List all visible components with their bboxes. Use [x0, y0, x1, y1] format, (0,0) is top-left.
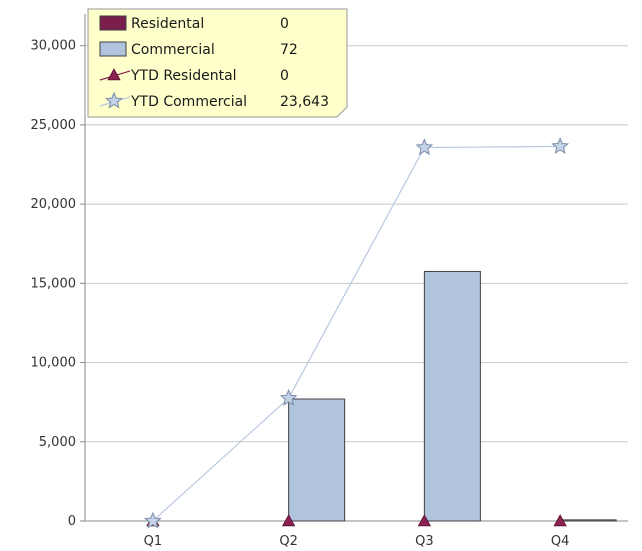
- legend-box: [87, 8, 348, 118]
- y-tick-label: 15,000: [31, 276, 77, 291]
- bars: [288, 270, 617, 522]
- x-tick-label: Q3: [415, 534, 434, 549]
- y-tick-label: 0: [68, 514, 76, 529]
- legend-label: YTD Residental: [130, 68, 237, 84]
- y-tick-label: 5,000: [39, 435, 76, 450]
- legend-value: 0: [280, 68, 289, 84]
- line-ytd-commercial: [152, 145, 561, 522]
- marker-ytd-commercial: [144, 511, 162, 529]
- series-markers: [144, 137, 569, 529]
- legend-swatch: [99, 41, 127, 57]
- legend-value: 72: [280, 42, 298, 58]
- legend-label: Commercial: [131, 42, 215, 58]
- legend: Residental 0 Commercial 72 YTD Residental 0 YT…: [87, 8, 348, 118]
- y-tick-label: 10,000: [31, 356, 77, 371]
- legend-label: YTD Commercial: [130, 94, 247, 110]
- legend-swatch: [99, 15, 127, 31]
- y-tick-label: 30,000: [31, 39, 77, 54]
- y-tick-label: 20,000: [31, 197, 77, 212]
- series-lines: [152, 145, 561, 522]
- legend-value: 0: [280, 16, 289, 32]
- legend-marker: [107, 68, 121, 81]
- marker-ytd-commercial: [551, 137, 569, 154]
- marker-ytd-residental: [553, 514, 567, 527]
- bar-commercial: [423, 270, 481, 522]
- x-tick-label: Q1: [144, 534, 163, 549]
- bar-commercial: [288, 398, 346, 522]
- legend-marker: [105, 91, 123, 109]
- marker-ytd-residental: [281, 514, 296, 527]
- legend-label: Residental: [131, 16, 204, 32]
- legend-value: 23,643: [280, 94, 329, 110]
- tick-labels: 0 5,000 10,000 15,000 20,000 25,000 30,000 Q1 Q2…: [31, 39, 570, 549]
- y-tick-label: 25,000: [31, 118, 77, 133]
- bar-commercial: [559, 519, 617, 522]
- marker-ytd-commercial: [415, 138, 434, 156]
- marker-ytd-commercial: [279, 388, 298, 406]
- marker-ytd-residental: [417, 514, 432, 527]
- x-tick-label: Q4: [551, 534, 570, 549]
- x-tick-label: Q2: [279, 534, 298, 549]
